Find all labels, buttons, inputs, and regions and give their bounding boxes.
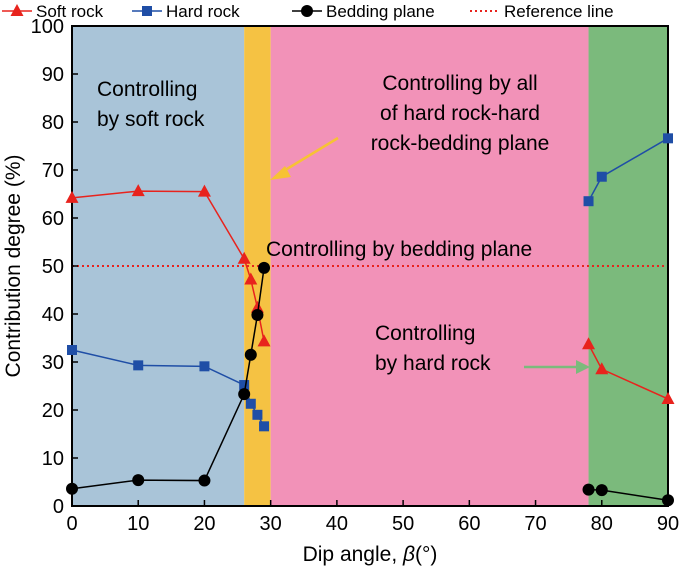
x-tick-label: 60: [458, 513, 480, 535]
data-point-circle: [66, 482, 78, 495]
region-label-hard-rock: Controlling: [375, 322, 475, 345]
arrow-head-hard-rock: [576, 360, 590, 374]
series-soft-rock: [65, 184, 675, 404]
y-tick-label: 40: [42, 304, 64, 326]
y-tick-label: 50: [42, 256, 64, 278]
data-point-circle: [132, 474, 145, 487]
data-point-circle: [582, 483, 595, 496]
data-point-triangle: [10, 4, 24, 16]
data-point-square: [663, 133, 673, 144]
series-hard-rock: [67, 133, 673, 432]
region-label-all: Controlling by all: [382, 72, 537, 95]
region-label-bedding-plane: Controlling by bedding plane: [266, 238, 532, 261]
y-tick-label: 10: [42, 448, 64, 470]
axes: 0 10 20 30 40 50 60 70 80 90 100 0 10 20 30 40 50 60 70 80 9…: [2, 16, 679, 566]
data-point-triangle: [65, 190, 79, 203]
y-tick-label: 30: [42, 352, 64, 374]
x-tick-label: 70: [524, 513, 546, 535]
x-axis-label-symbol: β: [402, 543, 415, 566]
data-point-square: [245, 398, 256, 409]
x-tick-label: 30: [260, 513, 282, 535]
y-tick-label: 0: [53, 496, 64, 518]
data-point-triangle: [250, 300, 264, 313]
data-point-triangle: [244, 272, 258, 285]
arrow-line-all: [281, 136, 339, 174]
data-point-triangle: [661, 391, 675, 404]
data-point-circle: [198, 474, 211, 487]
y-tick-label: 100: [31, 16, 64, 38]
y-tick-label: 70: [42, 160, 64, 182]
region-label-hard-rock: by hard rock: [375, 352, 491, 375]
data-point-circle: [251, 308, 264, 321]
data-point-circle: [595, 484, 608, 497]
data-point-circle: [301, 5, 313, 17]
y-tick-label: 60: [42, 208, 64, 230]
data-point-square: [259, 421, 270, 432]
data-point-square: [239, 380, 250, 391]
data-point-triangle: [595, 362, 609, 375]
y-axis-label: Contribution degree (%): [2, 155, 25, 378]
y-tick-label: 80: [42, 112, 64, 134]
data-point-circle: [244, 348, 257, 361]
data-point-square: [252, 409, 263, 420]
x-tick-label: 20: [193, 513, 215, 535]
data-point-square: [199, 361, 210, 372]
x-tick-label: 0: [66, 513, 77, 535]
data-point-circle: [238, 388, 251, 401]
data-point-square: [596, 171, 607, 182]
x-tick-label: 50: [392, 513, 414, 535]
data-point-triangle: [197, 184, 211, 197]
data-point-square: [583, 196, 594, 207]
data-point-triangle: [237, 251, 251, 264]
x-axis-label-unit: (°): [415, 543, 437, 566]
region-label-soft-rock: by soft rock: [97, 108, 205, 131]
data-point-triangle: [582, 337, 596, 350]
x-tick-label: 80: [591, 513, 613, 535]
region-label-all: of hard rock-hard: [380, 102, 540, 125]
data-point-square: [142, 6, 152, 16]
data-point-circle: [258, 261, 271, 274]
x-tick-label: 40: [326, 513, 348, 535]
x-tick-label: 90: [657, 513, 679, 535]
legend-label: Bedding plane: [326, 2, 435, 21]
x-axis-label-text: Dip angle,: [303, 543, 403, 566]
series-bedding-plane: [66, 261, 674, 507]
region-label-all: rock-bedding plane: [371, 132, 550, 155]
legend-label: Reference line: [504, 2, 614, 21]
region-annotations: Controlling by soft rock Controlling by al…: [97, 72, 590, 375]
x-tick-label: 10: [127, 513, 149, 535]
y-tick-label: 90: [42, 64, 64, 86]
legend: Soft rock Hard rock Bedding plane Reference…: [2, 2, 614, 21]
x-axis-label: Dip angle, β(°): [303, 543, 438, 566]
data-point-triangle: [257, 334, 271, 347]
region-label-soft-rock: Controlling: [97, 78, 197, 101]
data-point-triangle: [131, 184, 145, 197]
data-point-square: [67, 345, 77, 355]
data-point-circle: [662, 494, 674, 507]
data-series: [65, 133, 675, 507]
data-point-square: [133, 360, 144, 371]
legend-label: Soft rock: [36, 2, 104, 21]
arrow-head-all: [270, 166, 291, 180]
y-tick-label: 20: [42, 400, 64, 422]
legend-label: Hard rock: [166, 2, 240, 21]
